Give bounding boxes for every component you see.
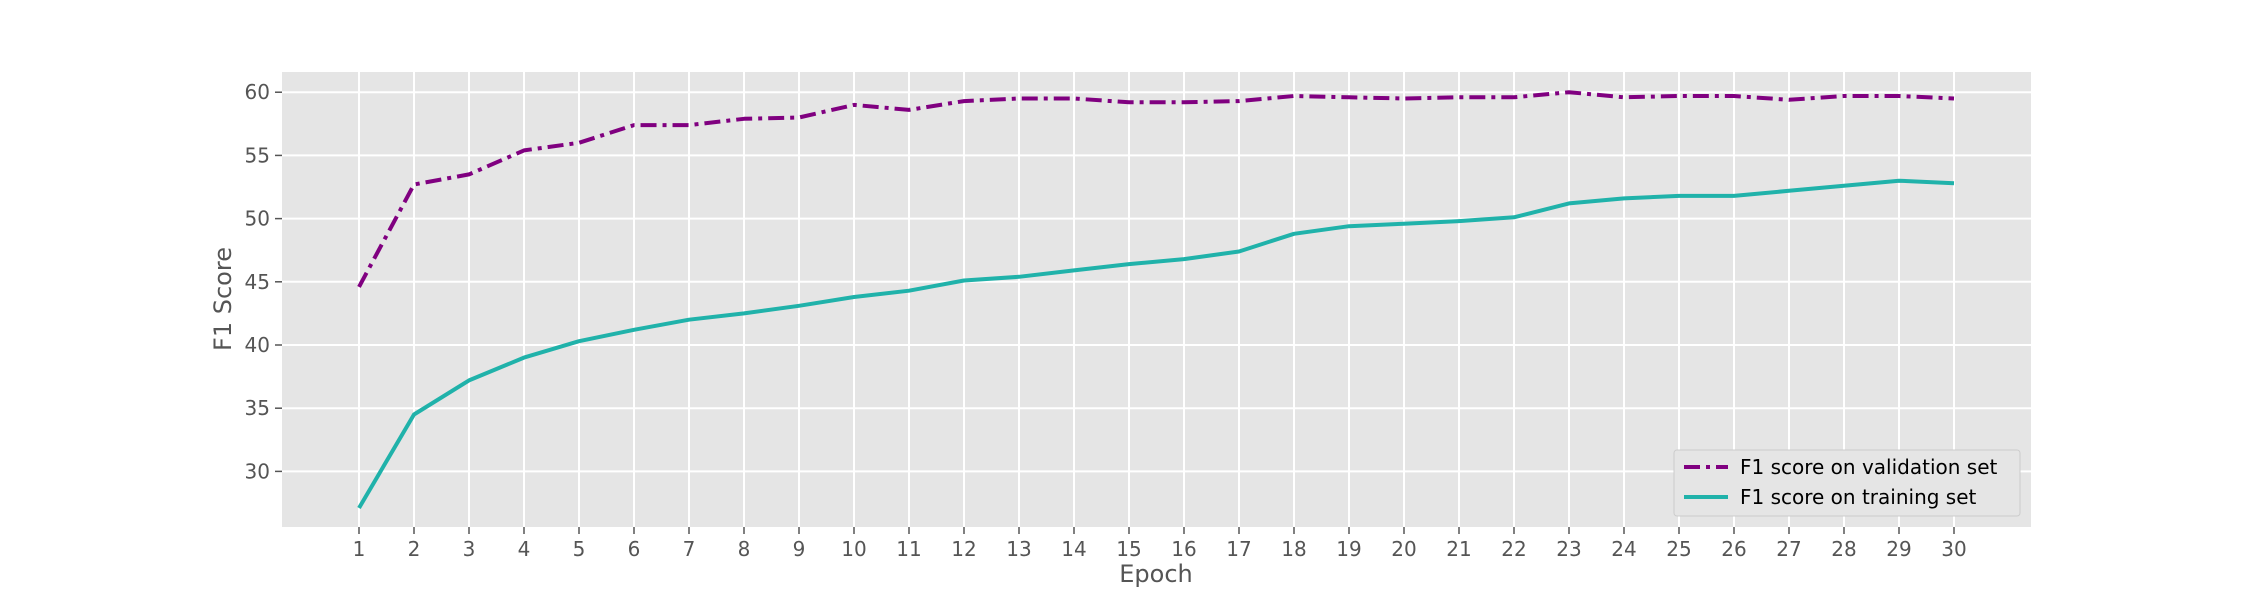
y-tick-label: 40 [245, 333, 270, 357]
x-tick-label: 29 [1886, 537, 1911, 561]
y-tick-label: 35 [245, 396, 270, 420]
x-tick-label: 25 [1666, 537, 1691, 561]
x-tick-label: 22 [1501, 537, 1526, 561]
x-tick-label: 12 [951, 537, 976, 561]
y-tick-label: 45 [245, 270, 270, 294]
x-tick-label: 11 [896, 537, 921, 561]
training-series-line [357, 178, 1955, 510]
x-tick-label: 2 [408, 537, 421, 561]
x-tick-label: 4 [518, 537, 531, 561]
y-tick-label: 60 [245, 80, 270, 104]
x-tick-label: 26 [1721, 537, 1746, 561]
x-tick-label: 24 [1611, 537, 1636, 561]
series-lines [357, 90, 1955, 510]
legend-label-validation: F1 score on validation set [1740, 455, 1998, 479]
x-tick-label: 6 [628, 537, 641, 561]
x-tick-labels: 1 2 3 4 5 6 7 8 9 10 11 12 13 14 15 16 17 18 19 20 21 22 23 24 2… [353, 527, 1967, 561]
x-tick-label: 17 [1226, 537, 1251, 561]
x-tick-label: 5 [573, 537, 586, 561]
y-tick-label: 50 [245, 207, 270, 231]
x-tick-label: 13 [1006, 537, 1031, 561]
y-tick-label: 55 [245, 143, 270, 167]
x-tick-label: 16 [1171, 537, 1196, 561]
x-axis-title: Epoch [1119, 560, 1193, 588]
legend-box [1673, 449, 2021, 517]
x-tick-label: 15 [1116, 537, 1141, 561]
x-tick-label: 7 [683, 537, 696, 561]
legend-label-training: F1 score on training set [1740, 485, 1977, 509]
x-tick-label: 1 [353, 537, 366, 561]
y-tick-label: 30 [245, 459, 270, 483]
x-tick-label: 30 [1941, 537, 1966, 561]
x-tick-label: 19 [1336, 537, 1361, 561]
x-tick-label: 14 [1061, 537, 1086, 561]
validation-series-line [357, 90, 1955, 288]
x-tick-label: 20 [1391, 537, 1416, 561]
x-tick-label: 3 [463, 537, 476, 561]
x-tick-label: 18 [1281, 537, 1306, 561]
x-tick-label: 9 [793, 537, 806, 561]
y-axis-title: F1 Score [209, 247, 237, 351]
y-tick-labels: 30 35 40 45 50 55 60 [245, 80, 282, 483]
x-tick-label: 10 [841, 537, 866, 561]
x-tick-label: 23 [1556, 537, 1581, 561]
legend: F1 score on validation set F1 score on t… [1673, 449, 2021, 517]
x-tick-label: 28 [1831, 537, 1856, 561]
x-tick-label: 21 [1446, 537, 1471, 561]
x-tick-label: 8 [738, 537, 751, 561]
x-tick-label: 27 [1776, 537, 1801, 561]
